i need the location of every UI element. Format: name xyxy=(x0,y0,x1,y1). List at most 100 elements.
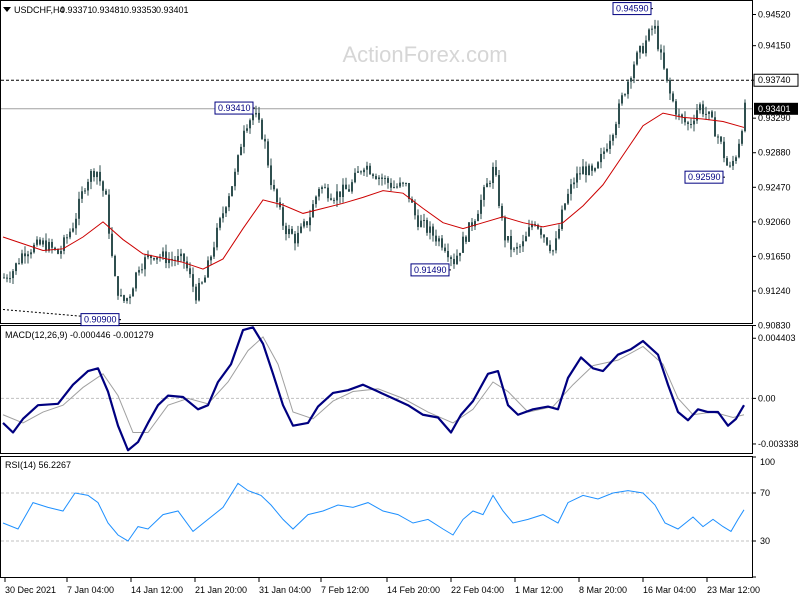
price-y-tick-label: 0.91650 xyxy=(758,251,791,261)
x-tick-label: 7 Jan 04:00 xyxy=(67,585,114,595)
candle-body xyxy=(660,49,662,53)
candle-body xyxy=(441,238,443,248)
candle-body xyxy=(702,104,704,115)
candle-body xyxy=(477,213,479,222)
candle-body xyxy=(201,282,203,284)
candle-body xyxy=(33,244,35,253)
candle-body xyxy=(681,114,683,118)
annotation-label: 0.94590 xyxy=(616,4,649,14)
candle-body xyxy=(444,247,446,251)
candle-body xyxy=(549,244,551,251)
candle-body xyxy=(210,256,212,261)
candle-body xyxy=(267,141,269,166)
candle-body xyxy=(666,68,668,81)
candle-body xyxy=(156,257,158,260)
candle-body xyxy=(9,278,11,280)
candle-body xyxy=(738,143,740,158)
candle-body xyxy=(351,182,353,192)
candle-body xyxy=(537,224,539,229)
candle-body xyxy=(507,236,509,241)
candle-body xyxy=(360,171,362,173)
candle-body xyxy=(345,184,347,190)
candle-body xyxy=(711,111,713,118)
candle-body xyxy=(699,104,701,111)
candle-body xyxy=(693,120,695,125)
candle-body xyxy=(636,52,638,65)
candle-body xyxy=(144,257,146,270)
candle-body xyxy=(684,117,686,123)
candle-body xyxy=(582,166,584,175)
candle-body xyxy=(453,258,455,265)
annotation-label: 0.91490 xyxy=(414,265,447,275)
candle-body xyxy=(24,253,26,257)
candle-body xyxy=(45,240,47,251)
candle-body xyxy=(576,173,578,183)
candle-body xyxy=(336,191,338,201)
macd-y-tick-label: 0.004403 xyxy=(758,333,796,343)
candle-body xyxy=(597,162,599,169)
candle-body xyxy=(450,257,452,259)
candle-body xyxy=(102,181,104,191)
candle-body xyxy=(333,199,335,201)
candle-body xyxy=(186,261,188,269)
candle-body xyxy=(321,187,323,190)
candle-body xyxy=(234,171,236,187)
candle-body xyxy=(399,182,401,187)
candle-body xyxy=(426,219,428,233)
candle-body xyxy=(99,171,101,182)
candle-body xyxy=(717,136,719,138)
candle-body xyxy=(69,231,71,238)
candle-body xyxy=(639,46,641,53)
candle-body xyxy=(423,219,425,221)
candle-body xyxy=(237,155,239,172)
candle-body xyxy=(600,153,602,163)
candle-body xyxy=(105,190,107,195)
candle-body xyxy=(591,165,593,171)
dropdown-triangle-icon[interactable] xyxy=(3,7,11,12)
candle-body xyxy=(177,256,179,261)
macd-line xyxy=(2,326,745,452)
candle-body xyxy=(483,187,485,200)
candle-body xyxy=(90,171,92,182)
candle-body xyxy=(705,113,707,115)
x-tick-label: 30 Dec 2021 xyxy=(5,585,56,595)
candle-body xyxy=(255,112,257,115)
candle-body xyxy=(132,288,134,297)
candle-body xyxy=(3,277,5,279)
watermark: ActionForex.com xyxy=(342,42,507,67)
price-y-tick-label: 0.91240 xyxy=(758,286,791,296)
x-tick-label: 8 Mar 20:00 xyxy=(579,585,627,595)
candle-body xyxy=(228,196,230,208)
candle-body xyxy=(150,255,152,258)
candle-body xyxy=(63,237,65,251)
candle-body xyxy=(342,184,344,198)
price-y-tick-label: 0.93290 xyxy=(758,113,791,123)
candle-body xyxy=(525,236,527,242)
candle-body xyxy=(435,235,437,242)
candle-body xyxy=(522,241,524,247)
candle-body xyxy=(36,239,38,245)
x-tick-label: 31 Jan 04:00 xyxy=(259,585,311,595)
candle-body xyxy=(129,296,131,299)
candle-body xyxy=(564,203,566,210)
candle-body xyxy=(651,28,653,30)
candle-body xyxy=(231,186,233,197)
candle-body xyxy=(189,268,191,275)
candle-body xyxy=(534,223,536,225)
candle-body xyxy=(282,207,284,226)
candle-body xyxy=(645,40,647,54)
candle-body xyxy=(696,110,698,121)
candle-body xyxy=(126,298,128,301)
candle-body xyxy=(402,182,404,184)
candle-body xyxy=(438,238,440,242)
candle-body xyxy=(678,114,680,116)
candle-body xyxy=(648,29,650,41)
candle-body xyxy=(498,175,500,206)
candle-body xyxy=(285,225,287,235)
candle-body xyxy=(18,263,20,265)
candle-body xyxy=(573,182,575,185)
current-price-label: 0.93401 xyxy=(758,104,791,114)
candle-body xyxy=(60,250,62,254)
